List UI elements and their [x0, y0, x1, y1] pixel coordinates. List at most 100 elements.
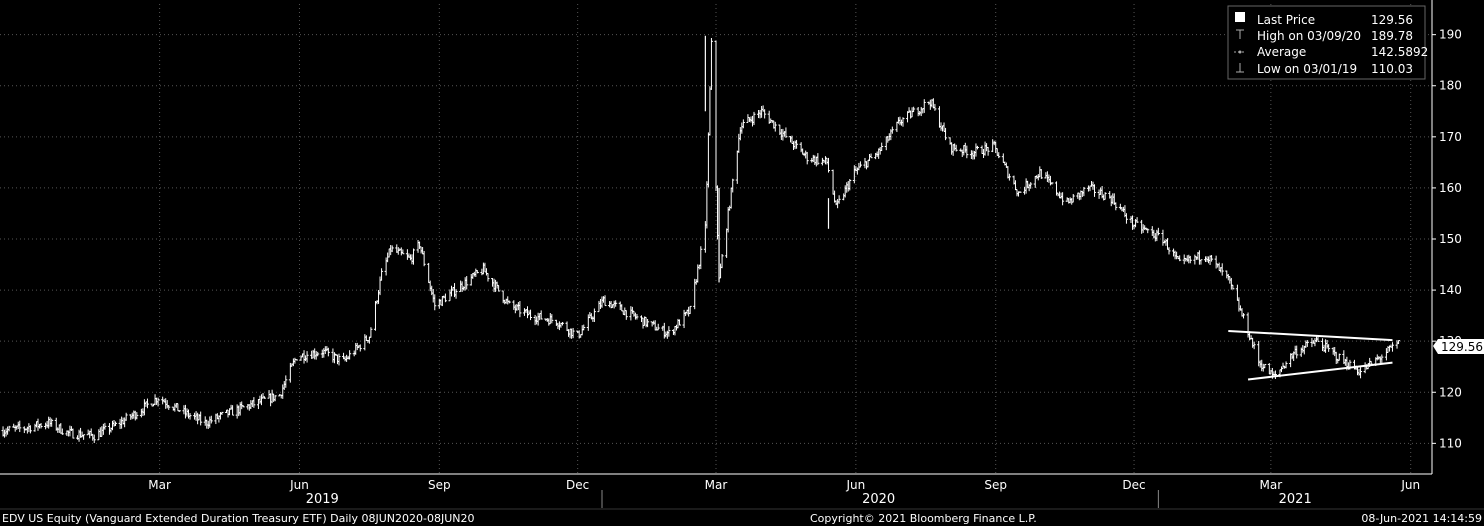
- x-tick-label: Jun: [1400, 478, 1420, 492]
- price-bar: [1029, 182, 1033, 189]
- year-label: 2021: [1279, 492, 1312, 507]
- price-bar: [1061, 192, 1065, 206]
- y-tick-label: 120: [1439, 385, 1462, 399]
- price-bar: [1359, 367, 1363, 379]
- price-bar: [199, 411, 203, 426]
- high-marker-icon: [1236, 29, 1244, 39]
- price-bar: [699, 246, 703, 270]
- y-tick-label: 190: [1439, 28, 1462, 42]
- y-tick-label: 160: [1439, 181, 1462, 195]
- legend: Last Price 129.56 High on 03/09/20 189.7…: [1227, 5, 1428, 80]
- price-bar: [1071, 194, 1075, 203]
- price-bar: [433, 294, 437, 311]
- legend-value: 142.5892: [1371, 45, 1428, 59]
- price-bar: [28, 425, 32, 434]
- price-bar: [869, 153, 873, 159]
- last-price-tag: 129.56: [1433, 339, 1484, 354]
- price-bar: [231, 405, 235, 416]
- price-bar: [1380, 354, 1384, 364]
- price-bar: [656, 323, 660, 331]
- price-bar: [901, 117, 905, 127]
- price-bar: [848, 179, 852, 191]
- legend-item-high: High on 03/09/20 189.78: [1236, 29, 1413, 43]
- price-bar: [1231, 284, 1235, 290]
- price-bar: [443, 293, 447, 303]
- price-bar: [986, 146, 990, 156]
- price-bar: [944, 127, 948, 141]
- price-bar: [784, 127, 788, 138]
- price-bar: [795, 139, 799, 149]
- price-bar: [71, 428, 75, 439]
- legend-value: 110.03: [1371, 62, 1413, 76]
- price-bar: [507, 300, 511, 304]
- price-bar: [805, 151, 809, 165]
- legend-label: Low on 03/01/19: [1257, 62, 1357, 76]
- price-bar: [560, 321, 564, 326]
- x-tick-label: Jun: [289, 478, 309, 492]
- legend-label: High on 03/09/20: [1257, 29, 1361, 43]
- price-bar: [731, 178, 735, 193]
- price-bar: [1082, 186, 1086, 197]
- last-price-tag-text: 129.56: [1441, 340, 1483, 354]
- price-bar: [858, 161, 862, 168]
- price-bar: [114, 421, 118, 426]
- price-bar: [1284, 361, 1288, 369]
- price-bar: [348, 350, 352, 360]
- year-label: 2019: [306, 492, 339, 507]
- x-tick-label: Mar: [705, 478, 728, 492]
- price-bar: [103, 422, 107, 430]
- price-bar: [454, 289, 458, 299]
- price-bar: [422, 250, 426, 267]
- price-bar: [678, 319, 682, 326]
- trendlines: [1228, 329, 1393, 381]
- price-bar: [124, 412, 128, 421]
- price-bar: [156, 397, 160, 407]
- price-bar: [209, 415, 213, 424]
- y-tick-label: 170: [1439, 130, 1462, 144]
- price-bar: [997, 152, 1001, 159]
- filled-square-icon: [1235, 12, 1245, 22]
- price-bar: [82, 434, 86, 440]
- price-bar: [401, 249, 405, 255]
- price-bar: [1295, 345, 1299, 359]
- price-bar: [1241, 313, 1245, 319]
- price-bar: [1252, 341, 1256, 350]
- price-bar: [646, 318, 650, 328]
- footer: EDV US Equity (Vanguard Extended Duratio…: [2, 512, 1482, 525]
- price-bar: [518, 301, 522, 318]
- price-bar: [720, 253, 724, 269]
- price-bar: [220, 411, 224, 415]
- price-bar: [635, 313, 639, 320]
- price-bar: [7, 425, 11, 432]
- price-bar: [826, 157, 830, 173]
- price-bar: [965, 145, 969, 159]
- y-tick-label: 140: [1439, 283, 1462, 297]
- x-tick-label: Sep: [428, 478, 451, 492]
- price-bar: [1220, 263, 1224, 276]
- price-bar: [358, 344, 362, 352]
- x-tick-label: Dec: [566, 478, 589, 492]
- price-bar: [773, 121, 777, 132]
- price-bar: [1305, 340, 1309, 347]
- price-bar: [465, 276, 469, 290]
- price-bar: [752, 111, 756, 126]
- price-bar: [369, 327, 373, 338]
- x-tick-label: Mar: [1260, 478, 1283, 492]
- price-bar: [741, 119, 745, 129]
- legend-item-average: Average 142.5892: [1234, 45, 1428, 59]
- legend-label: Last Price: [1257, 13, 1315, 27]
- price-bar: [1263, 363, 1267, 369]
- footer-center: Copyright© 2021 Bloomberg Finance L.P.: [810, 512, 1037, 525]
- price-bar: [92, 434, 96, 444]
- price-bar: [880, 142, 884, 152]
- y-tick-label: 180: [1439, 79, 1462, 93]
- price-bar: [1093, 184, 1097, 197]
- x-tick-label: Mar: [148, 478, 171, 492]
- price-bar: [709, 38, 713, 90]
- price-bar: [188, 413, 192, 420]
- price-bar: [954, 144, 958, 152]
- price-bar: [571, 327, 575, 339]
- price-bar: [486, 272, 490, 282]
